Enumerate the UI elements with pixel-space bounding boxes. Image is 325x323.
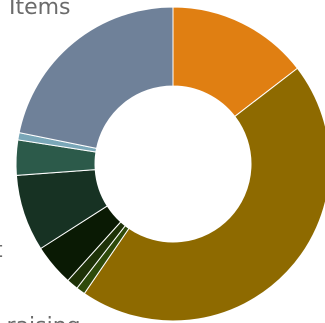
donut-slice-8[interactable] xyxy=(18,6,174,150)
slices-group xyxy=(15,6,325,322)
slice-label-items: d Items xyxy=(0,0,71,20)
slice-label-raising: e raising xyxy=(0,314,81,323)
slice-label-t: t xyxy=(0,238,3,263)
donut-slice-1[interactable] xyxy=(83,67,325,322)
